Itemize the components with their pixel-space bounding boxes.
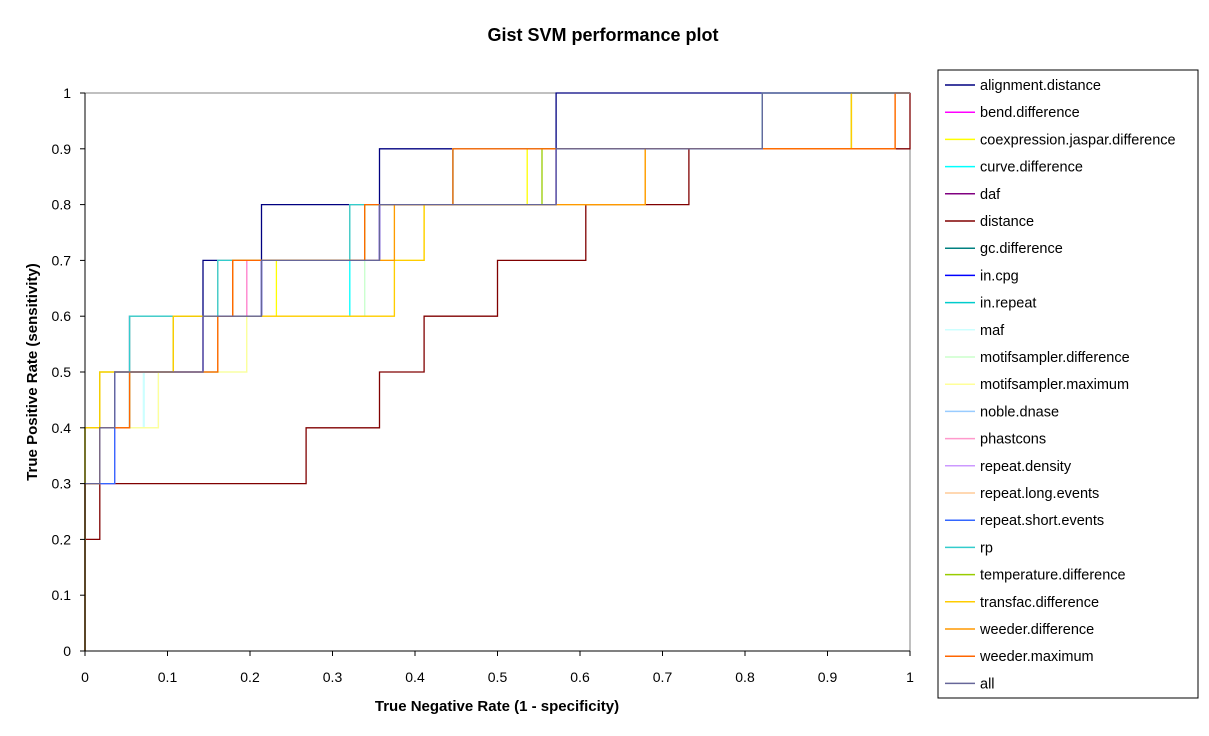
y-tick-label: 0.8 [52,197,72,213]
x-axis-title: True Negative Rate (1 - specificity) [375,698,619,715]
legend-label: in.repeat [980,296,1036,312]
chart-title: Gist SVM performance plot [487,25,718,45]
y-tick-label: 0.1 [52,587,72,603]
legend-label: repeat.short.events [980,513,1104,529]
y-tick-label: 0.4 [52,420,72,436]
legend-label: alignment.distance [980,78,1101,94]
y-tick-label: 0 [63,643,71,659]
x-tick-label: 0.8 [735,669,755,685]
legend-label: motifsampler.maximum [980,377,1129,393]
y-tick-label: 0.6 [52,308,72,324]
legend-label: temperature.difference [980,568,1126,584]
series-line-all [84,92,910,651]
legend-items: alignment.distance bend.difference coexpre… [945,78,1176,692]
x-tick-label: 0.6 [570,669,590,685]
legend-label: repeat.long.events [980,486,1099,502]
legend-label: gc.difference [980,241,1063,257]
legend-label: weeder.difference [979,622,1094,638]
x-axis: 0 0.1 0.2 0.3 0.4 0.5 0.6 0.7 0.8 0.9 1 [81,650,914,685]
legend-label: phastcons [980,432,1046,448]
y-tick-label: 0.2 [52,531,72,547]
y-tick-label: 0.9 [52,141,72,157]
x-tick-label: 0.3 [323,669,343,685]
legend-label: bend.difference [980,105,1080,121]
legend-label: distance [980,214,1034,230]
legend-label: maf [980,323,1005,339]
legend-label: all [980,676,995,692]
legend-box [937,69,1199,699]
legend-label: motifsampler.difference [980,350,1130,366]
series-line-distance [84,93,911,651]
legend-label: coexpression.jaspar.difference [980,132,1176,148]
series-layer [84,92,911,651]
legend: alignment.distance bend.difference coexpre… [937,69,1199,699]
y-tick-label: 0.7 [52,252,72,268]
x-tick-label: 0.4 [405,669,425,685]
x-tick-label: 0.2 [240,669,260,685]
legend-label: daf [980,187,1001,203]
legend-label: in.cpg [980,268,1019,284]
y-tick-label: 1 [63,85,71,101]
x-tick-label: 0.5 [488,669,508,685]
x-tick-label: 1 [906,669,914,685]
y-tick-label: 0.5 [52,364,72,380]
legend-label: curve.difference [980,160,1083,176]
legend-label: repeat.density [980,459,1072,475]
legend-label: noble.dnase [980,404,1059,420]
legend-label: rp [980,540,993,556]
x-tick-label: 0.1 [158,669,178,685]
x-tick-label: 0 [81,669,89,685]
x-tick-label: 0.9 [818,669,838,685]
legend-label: weeder.maximum [979,649,1094,665]
y-tick-label: 0.3 [52,476,72,492]
legend-label: transfac.difference [980,595,1099,611]
y-axis: 0 0.1 0.2 0.3 0.4 0.5 0.6 0.7 0.8 0.9 1 [52,85,86,659]
y-axis-title: True Positive Rate (sensitivity) [24,263,41,481]
x-tick-label: 0.7 [653,669,673,685]
